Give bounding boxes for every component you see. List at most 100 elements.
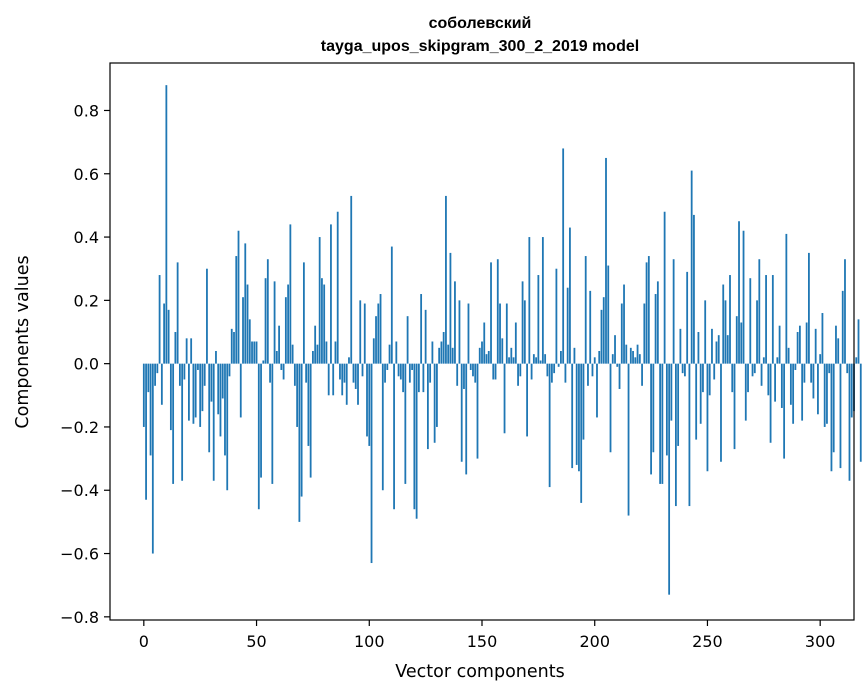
bar-77 [316, 344, 319, 364]
bar-150 [481, 341, 483, 364]
bar-252 [711, 328, 713, 364]
bar-79 [321, 278, 323, 364]
bar-177 [541, 237, 544, 364]
bar-301 [821, 313, 824, 364]
bar-260 [729, 275, 731, 364]
bar-179 [546, 363, 549, 377]
bar-205 [605, 157, 607, 364]
bar-46 [246, 284, 249, 364]
bar-262 [733, 363, 736, 450]
bar-8 [160, 363, 163, 405]
bar-237 [677, 363, 680, 446]
bar-185 [560, 350, 562, 364]
bar-85 [334, 341, 337, 364]
bar-164 [512, 357, 515, 364]
bar-166 [517, 363, 519, 386]
bar-34 [219, 363, 222, 437]
bar-144 [467, 303, 470, 364]
bar-285 [785, 233, 788, 364]
bar-234 [670, 363, 673, 421]
bar-298 [814, 328, 817, 364]
bar-134 [445, 195, 447, 364]
bar-38 [228, 363, 231, 377]
bar-163 [510, 347, 513, 364]
bar-227 [654, 294, 657, 364]
bar-213 [623, 284, 625, 364]
y-tick-label-7: 0.6 [74, 165, 99, 184]
bar-293 [803, 363, 806, 383]
y-tick-label-8: 0.8 [74, 101, 99, 120]
bar-14 [174, 332, 177, 364]
bar-296 [810, 363, 813, 383]
y-tick-label-0: −0.8 [60, 608, 99, 627]
bar-55 [266, 259, 269, 364]
bar-84 [332, 363, 335, 396]
bar-119 [411, 363, 414, 370]
bar-165 [514, 322, 517, 364]
bar-127 [429, 363, 432, 383]
bar-259 [726, 335, 729, 364]
bar-290 [796, 332, 799, 364]
bar-70 [300, 363, 303, 497]
bar-78 [318, 237, 321, 364]
bar-44 [242, 297, 244, 364]
bar-107 [384, 363, 386, 383]
bar-57 [271, 363, 274, 484]
bar-255 [717, 335, 720, 364]
bar-267 [744, 363, 747, 421]
bar-86 [336, 211, 339, 364]
bar-81 [325, 341, 328, 364]
bar-26 [201, 363, 204, 412]
bar-2 [147, 363, 150, 393]
bar-151 [483, 322, 486, 364]
bar-254 [715, 341, 718, 364]
bar-4 [151, 363, 154, 554]
bar-104 [377, 303, 380, 364]
bar-305 [830, 363, 833, 472]
bar-307 [835, 325, 837, 364]
bar-68 [296, 363, 299, 427]
bar-143 [465, 363, 468, 475]
bar-201 [596, 363, 598, 418]
bar-192 [575, 363, 578, 465]
bar-35 [221, 363, 224, 399]
bar-27 [203, 363, 206, 386]
bar-263 [735, 316, 738, 364]
bar-182 [553, 363, 556, 374]
bar-90 [345, 363, 348, 405]
bar-253 [713, 363, 716, 380]
bar-1 [145, 363, 147, 500]
bar-295 [808, 252, 810, 364]
bar-129 [433, 363, 436, 443]
bar-152 [485, 354, 488, 364]
bar-251 [708, 363, 711, 396]
bar-245 [695, 363, 698, 440]
chart-subtitle: tayga_upos_skipgram_300_2_2019 model [321, 38, 639, 55]
bar-188 [566, 287, 569, 364]
bar-215 [627, 363, 630, 516]
bar-190 [571, 363, 574, 469]
bar-36 [224, 363, 226, 456]
bar-294 [805, 322, 808, 364]
bar-146 [472, 363, 474, 377]
bar-93 [352, 363, 355, 383]
bar-175 [537, 275, 540, 364]
y-tick-label-1: −0.6 [60, 545, 99, 564]
bar-47 [248, 319, 251, 364]
bar-187 [564, 363, 567, 383]
bar-207 [609, 363, 612, 453]
bar-306 [832, 363, 835, 453]
y-axis-label: Components values [13, 255, 33, 428]
bar-286 [787, 347, 790, 364]
bar-170 [526, 363, 528, 437]
bar-160 [503, 363, 506, 434]
bar-50 [255, 341, 258, 364]
bar-53 [262, 360, 265, 364]
x-axis-label: Vector components [395, 662, 564, 682]
bar-197 [587, 363, 589, 386]
bar-94 [354, 363, 357, 389]
bar-114 [399, 363, 402, 380]
bar-202 [598, 350, 601, 364]
bar-21 [190, 338, 193, 364]
bar-30 [210, 363, 213, 402]
